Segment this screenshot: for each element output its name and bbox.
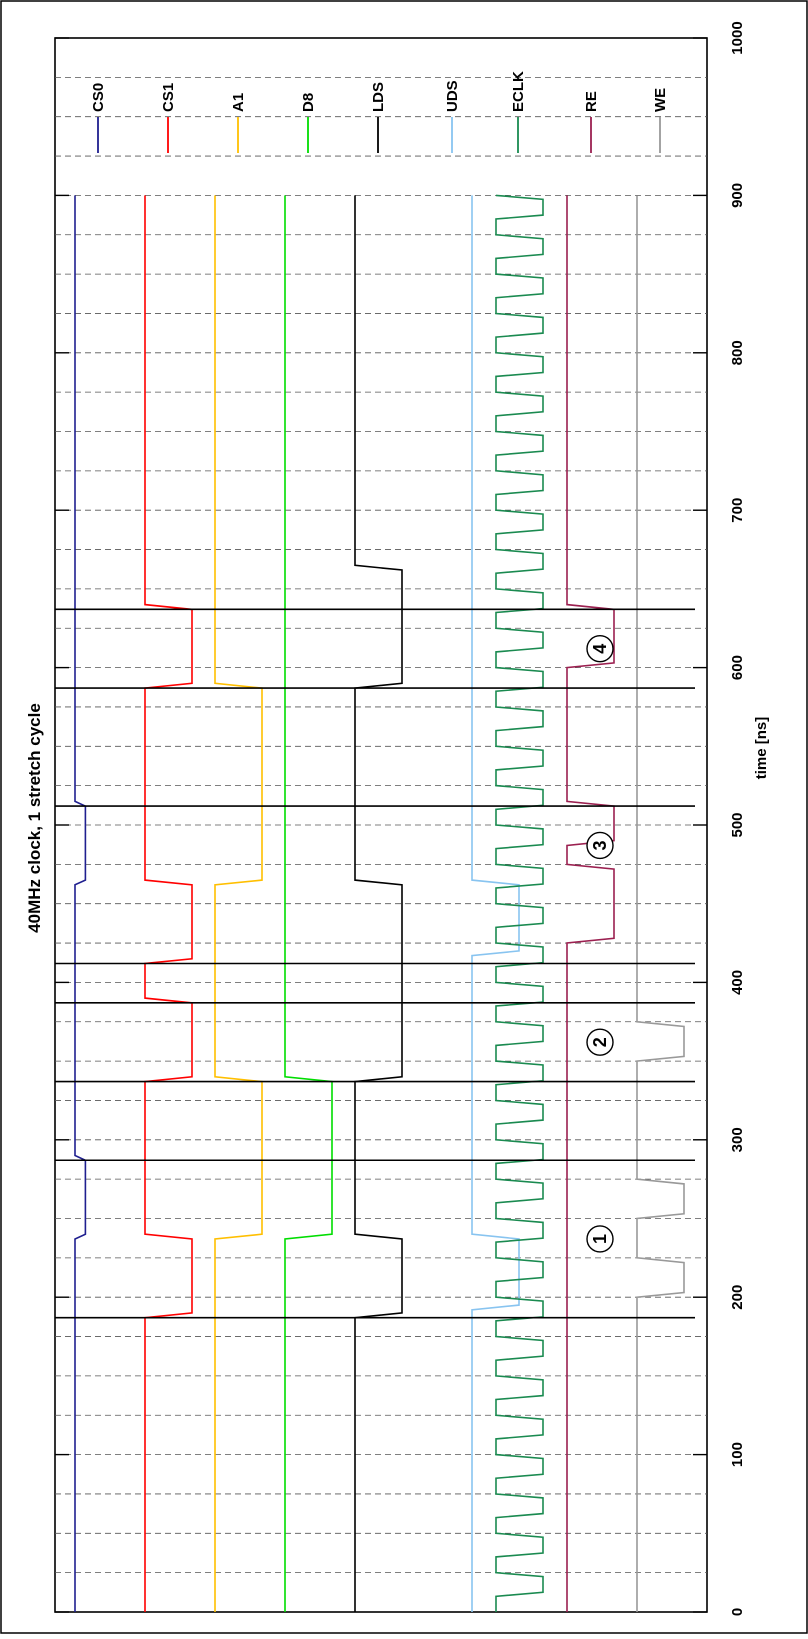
x-tick-label: 800 (729, 340, 746, 365)
trace-d8 (284, 195, 333, 1612)
x-axis-label: time [ns] (753, 717, 770, 780)
x-tick-label: 300 (729, 1127, 746, 1152)
grid-lines (55, 76, 707, 1574)
legend-entry: CS1 (160, 83, 177, 112)
cycle-annotations: 1 2 3 4 (586, 635, 614, 1253)
x-tick-label: 0 (729, 1608, 746, 1616)
x-tick-label: 1000 (729, 21, 746, 54)
legend-entry: D8 (300, 93, 317, 112)
legend: CS0 CS1 A1 D8 LDS UDS ECLK RE WE (90, 71, 669, 153)
signal-traces (74, 194, 685, 1612)
legend-entry: CS0 (90, 83, 107, 112)
x-tick-label: 500 (729, 812, 746, 837)
annotation-circle (586, 831, 614, 860)
trace-we (636, 195, 685, 1612)
annotation-circle (586, 1028, 614, 1056)
annotation-circle (586, 635, 614, 663)
annotation-circle (586, 1225, 614, 1253)
cursor-lines (55, 608, 695, 1319)
x-tick-label: 600 (729, 655, 746, 680)
legend-entry: LDS (370, 82, 387, 112)
trace-cs0 (74, 195, 87, 1612)
legend-entry: UDS (444, 80, 461, 112)
trace-a1 (214, 195, 263, 1612)
trace-lds (354, 195, 403, 1612)
legend-entry: ECLK (510, 71, 527, 112)
trace-uds (471, 195, 520, 1612)
x-tick-label: 900 (729, 183, 746, 208)
annotation-label: 3 (590, 840, 610, 850)
chart-title: 40MHz clock, 1 stretch cycle (25, 703, 44, 933)
x-tick-label: 100 (729, 1442, 746, 1467)
legend-entry: A1 (230, 93, 247, 112)
annotation-label: 1 (590, 1234, 610, 1244)
x-tick-label: 400 (729, 970, 746, 995)
x-axis-ticks: 0 100 200 300 400 500 600 700 800 900 1000 (55, 21, 746, 1616)
trace-cs1 (144, 195, 193, 1612)
legend-entry: RE (583, 91, 600, 112)
annotation-label: 2 (590, 1037, 610, 1047)
annotation-label: 4 (590, 644, 610, 654)
trace-eclk (495, 194, 544, 1612)
trace-re (566, 195, 615, 1612)
legend-entry: WE (652, 88, 669, 112)
x-tick-label: 200 (729, 1285, 746, 1310)
x-tick-label: 700 (729, 498, 746, 523)
